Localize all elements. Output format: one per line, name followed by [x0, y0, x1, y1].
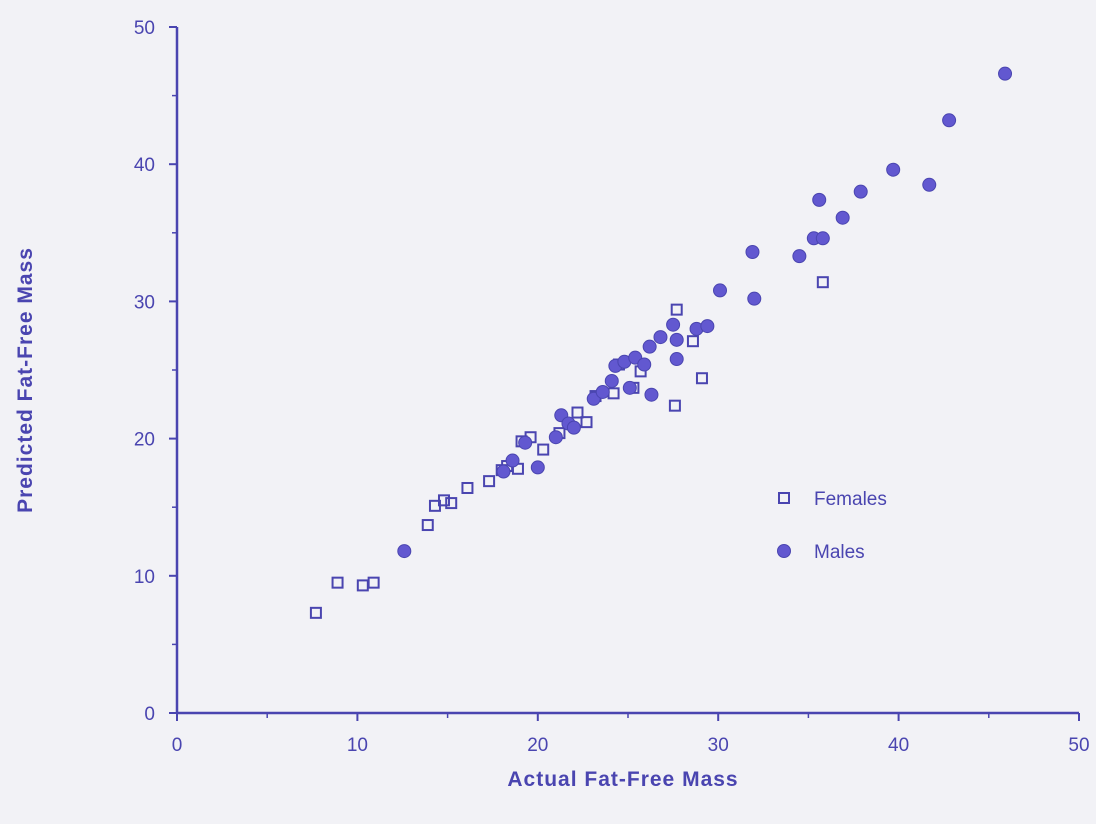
x-tick-label: 30: [708, 735, 729, 756]
male-point: [496, 464, 511, 479]
male-point: [548, 430, 563, 445]
y-axis-title: Predicted Fat-Free Mass: [14, 247, 37, 513]
female-point: [445, 497, 458, 510]
x-tick-label: 0: [172, 735, 183, 756]
series-males: [397, 66, 1013, 559]
male-point: [642, 339, 657, 354]
legend-females-label: Females: [814, 489, 887, 510]
male-point: [604, 373, 619, 388]
male-point: [700, 319, 715, 334]
male-point: [747, 291, 762, 306]
legend: Females Males: [777, 489, 887, 563]
male-point: [792, 249, 807, 264]
male-point: [637, 357, 652, 372]
x-tick-label: 50: [1068, 735, 1089, 756]
male-point: [505, 453, 520, 468]
female-point: [686, 335, 699, 348]
legend-item-males: Males: [777, 542, 865, 563]
female-point: [331, 576, 344, 589]
male-point: [653, 330, 668, 345]
x-ticks: 0 10 20 30 40 50: [172, 713, 1090, 756]
legend-females-marker: [778, 492, 790, 504]
series-females: [309, 276, 829, 619]
male-point: [566, 420, 581, 435]
legend-item-females: Females: [778, 489, 887, 510]
female-point: [421, 519, 434, 532]
x-tick-label: 10: [347, 735, 368, 756]
male-point: [886, 162, 901, 177]
female-point: [607, 387, 620, 400]
y-tick-label: 50: [134, 18, 155, 39]
x-axis-title: Actual Fat-Free Mass: [507, 768, 738, 791]
male-point: [815, 231, 830, 246]
x-tick-label: 20: [527, 735, 548, 756]
male-point: [644, 387, 659, 402]
female-point: [356, 579, 369, 592]
y-tick-label: 40: [134, 155, 155, 176]
female-point: [483, 475, 496, 488]
male-point: [853, 184, 868, 199]
male-point: [595, 384, 610, 399]
male-point: [812, 192, 827, 207]
male-point: [669, 352, 684, 367]
female-point: [537, 443, 550, 456]
female-point: [580, 416, 593, 429]
male-point: [998, 66, 1013, 81]
legend-males-label: Males: [814, 542, 865, 563]
female-point: [571, 406, 584, 419]
y-tick-label: 20: [134, 430, 155, 451]
male-point: [530, 460, 545, 475]
male-point: [835, 210, 850, 225]
y-tick-label: 0: [144, 704, 155, 725]
male-point: [745, 245, 760, 260]
female-point: [695, 372, 708, 385]
female-point: [670, 303, 683, 316]
male-point: [669, 332, 684, 347]
axes: [175, 27, 1079, 715]
male-point: [622, 380, 637, 395]
female-point: [437, 494, 450, 507]
y-tick-label: 10: [134, 567, 155, 588]
female-point: [668, 399, 681, 412]
male-point: [922, 177, 937, 192]
female-point: [816, 276, 829, 289]
y-tick-label: 30: [134, 292, 155, 313]
female-point: [309, 606, 322, 619]
female-point: [367, 576, 380, 589]
male-point: [942, 113, 957, 128]
legend-males-marker: [777, 544, 791, 558]
male-point: [518, 435, 533, 450]
y-ticks: 0 10 20 30 40 50: [134, 18, 177, 725]
female-point: [461, 481, 474, 494]
male-point: [397, 544, 412, 559]
male-point: [713, 283, 728, 298]
male-point: [666, 317, 681, 332]
x-tick-label: 40: [888, 735, 909, 756]
